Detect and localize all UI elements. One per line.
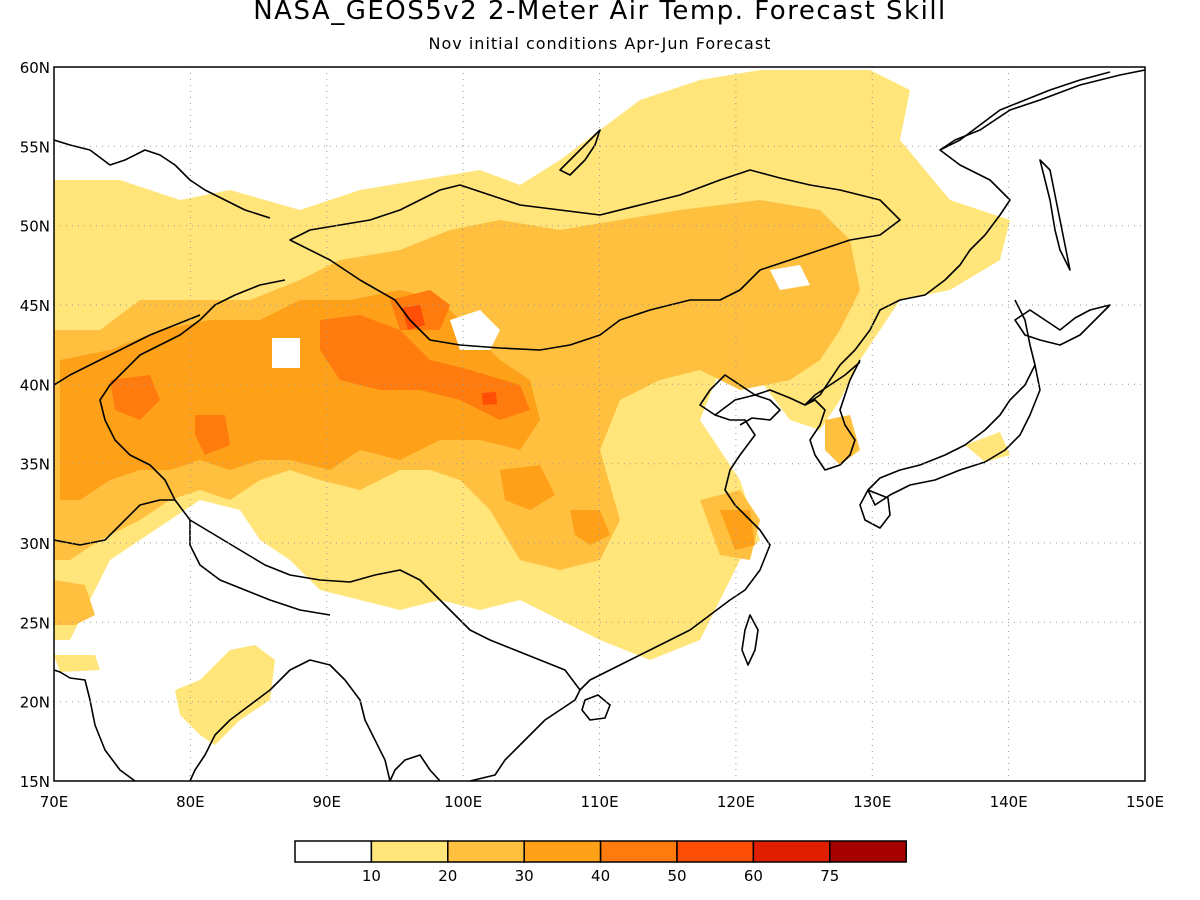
lat-tick-labels: 15N 20N 25N 30N 35N 40N 45N 50N 55N 60N [20, 59, 50, 791]
skill-region-30-40 [60, 290, 540, 500]
colorbar-swatch-0 [294, 840, 373, 863]
coast-southeast-asia [389, 744, 521, 781]
colorbar-swatch-3 [523, 840, 602, 863]
lon-tick-130E: 130E [853, 793, 891, 811]
colorbar-label-60: 60 [744, 867, 763, 885]
coast-arabian-sea [54, 669, 136, 781]
colorbar-label-30: 30 [515, 867, 534, 885]
lon-tick-140E: 140E [990, 793, 1028, 811]
border-china-west [99, 279, 286, 521]
colorbar-swatch-7 [829, 840, 907, 863]
lat-tick-40N: 40N [20, 376, 50, 394]
coast-korea [804, 359, 861, 471]
skill-gap-manchuria [770, 265, 810, 290]
colorbar-swatch-4 [599, 840, 678, 863]
lat-tick-30N: 30N [20, 535, 50, 553]
colorbar-label-10: 10 [362, 867, 381, 885]
skill-region-30-40-south [570, 510, 610, 545]
skill-region-10-20-kazakh [54, 655, 100, 672]
colorbar-label-75: 75 [820, 867, 839, 885]
lat-tick-15N: 15N [20, 773, 50, 791]
colorbar-label-40: 40 [591, 867, 610, 885]
skill-region-10-20-india [175, 645, 275, 745]
coast-japan-honshu [867, 299, 1041, 506]
colorbar-labels: 10 20 30 40 50 60 75 [362, 867, 839, 885]
border-china-south [189, 519, 581, 691]
lat-tick-20N: 20N [20, 694, 50, 712]
lon-tick-120E: 120E [717, 793, 755, 811]
coast-kyushu [859, 489, 891, 529]
coast-hokkaido [1014, 304, 1111, 346]
lat-tick-55N: 55N [20, 138, 50, 156]
coast-bohai [714, 394, 781, 426]
skill-region-40-50-west [110, 375, 160, 420]
lat-tick-50N: 50N [20, 218, 50, 236]
skill-gap-tarim [272, 338, 300, 368]
colorbar-label-50: 50 [667, 867, 686, 885]
colorbar-swatch-6 [752, 840, 831, 863]
coast-bay-of-bengal [189, 659, 391, 781]
colorbar-label-20: 20 [438, 867, 457, 885]
border-kazakh-china [54, 314, 201, 386]
skill-field [54, 67, 1145, 781]
lat-tick-25N: 25N [20, 614, 50, 632]
coast-sakhalin [1039, 159, 1071, 271]
skill-gap-mongolia [450, 310, 500, 350]
lon-tick-90E: 90E [312, 793, 341, 811]
coast-hainan [581, 694, 611, 721]
baikal [559, 129, 601, 176]
lon-tick-100E: 100E [444, 793, 482, 811]
skill-region-50-60-b [482, 392, 497, 405]
colorbar [294, 840, 907, 863]
coast-okhotsk [939, 71, 1111, 151]
lat-tick-35N: 35N [20, 456, 50, 474]
coast-east-asia [519, 69, 1145, 746]
map-subtitle: Nov initial conditions Apr-Jun Forecast [428, 34, 772, 53]
lon-tick-70E: 70E [40, 793, 69, 811]
skill-region-30-40-east [720, 510, 755, 550]
skill-region-40-50 [320, 315, 530, 420]
coast-taiwan [741, 614, 759, 666]
skill-region-30-40-mid [500, 465, 555, 510]
coast-caspian-east [54, 139, 271, 219]
colorbar-swatch-5 [676, 840, 755, 863]
border-mongolia [289, 169, 901, 351]
plot-frame [53, 66, 1146, 782]
graticule [54, 67, 1145, 781]
map-title: NASA_GEOS5v2 2-Meter Air Temp. Forecast … [253, 0, 947, 26]
lon-tick-110E: 110E [580, 793, 618, 811]
lon-tick-80E: 80E [176, 793, 205, 811]
colorbar-swatch-1 [370, 840, 449, 863]
border-india-north [54, 499, 331, 616]
coastlines [54, 69, 1145, 781]
skill-region-20-30-south [54, 580, 95, 625]
colorbar-swatch-2 [447, 840, 525, 863]
border-korea-china [804, 361, 861, 406]
lon-tick-150E: 150E [1126, 793, 1164, 811]
skill-region-50-60 [402, 305, 425, 330]
lon-tick-labels: 70E 80E 90E 100E 110E 120E 130E 140E 150E [40, 793, 1164, 811]
skill-region-10-20-japan [965, 432, 1010, 462]
lat-tick-45N: 45N [20, 297, 50, 315]
skill-region-40-50-b [195, 415, 230, 455]
lat-tick-60N: 60N [20, 59, 50, 77]
